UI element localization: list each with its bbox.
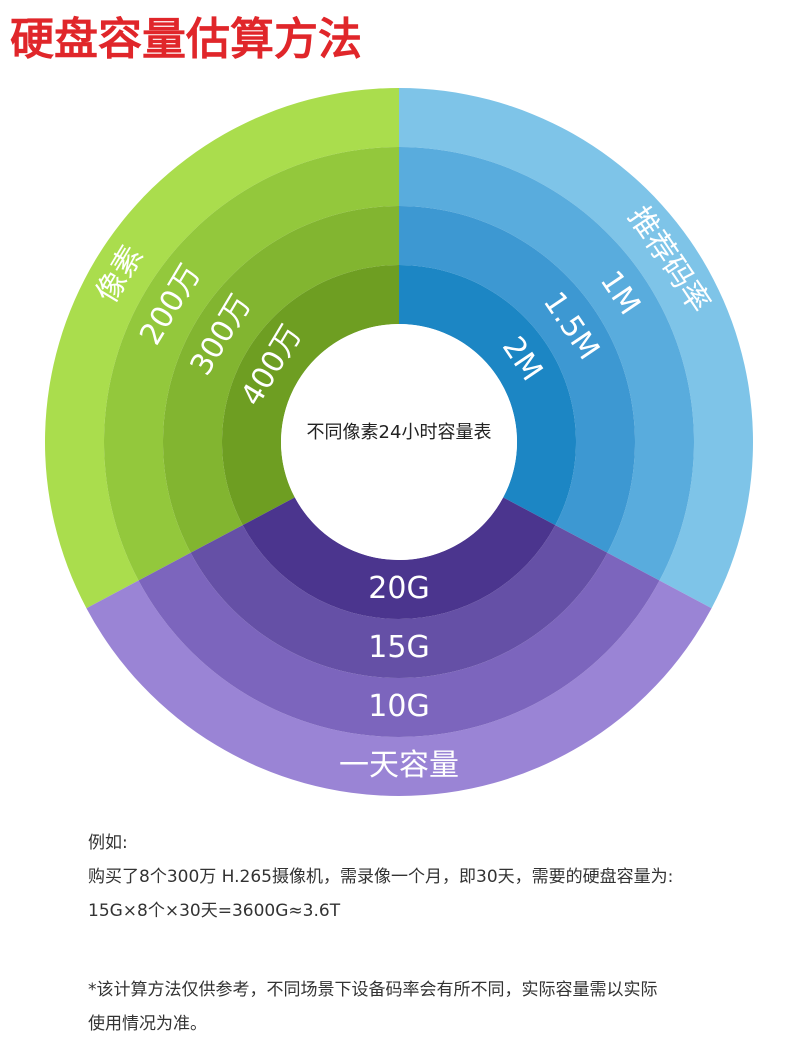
ring-segment (242, 497, 556, 619)
sector-heading: 一天容量 (339, 748, 459, 783)
ring-label: 10G (368, 689, 429, 724)
ring-segment (399, 147, 694, 581)
center-circle (281, 324, 517, 560)
ring-label: 15G (368, 630, 429, 665)
note-line: 使用情况为准。 (88, 1014, 207, 1034)
example-line: 15G×8个×30天=3600G≈3.6T (88, 901, 341, 921)
ring-segment (44, 88, 400, 609)
note-line: *该计算方法仅供参考，不同场景下设备码率会有所不同，实际容量需以实际 (88, 980, 658, 1000)
ring-segment (221, 265, 399, 526)
ring-segment (138, 552, 660, 737)
center-label: 不同像素24小时容量表 (307, 422, 492, 443)
ring-label: 20G (368, 571, 429, 606)
ring-segment (162, 206, 399, 553)
ring-segment (190, 525, 608, 678)
title: 硬盘容量估算方法 (10, 14, 362, 65)
ring-segment (399, 265, 577, 526)
example-line: 购买了8个300万 H.265摄像机，需录像一个月，即30天，需要的硬盘容量为: (88, 867, 674, 887)
example-lead: 例如: (88, 833, 128, 853)
ring-segment (399, 88, 753, 609)
ring-segment (399, 206, 635, 553)
ring-segment (103, 147, 399, 581)
ring-segment (86, 580, 712, 796)
